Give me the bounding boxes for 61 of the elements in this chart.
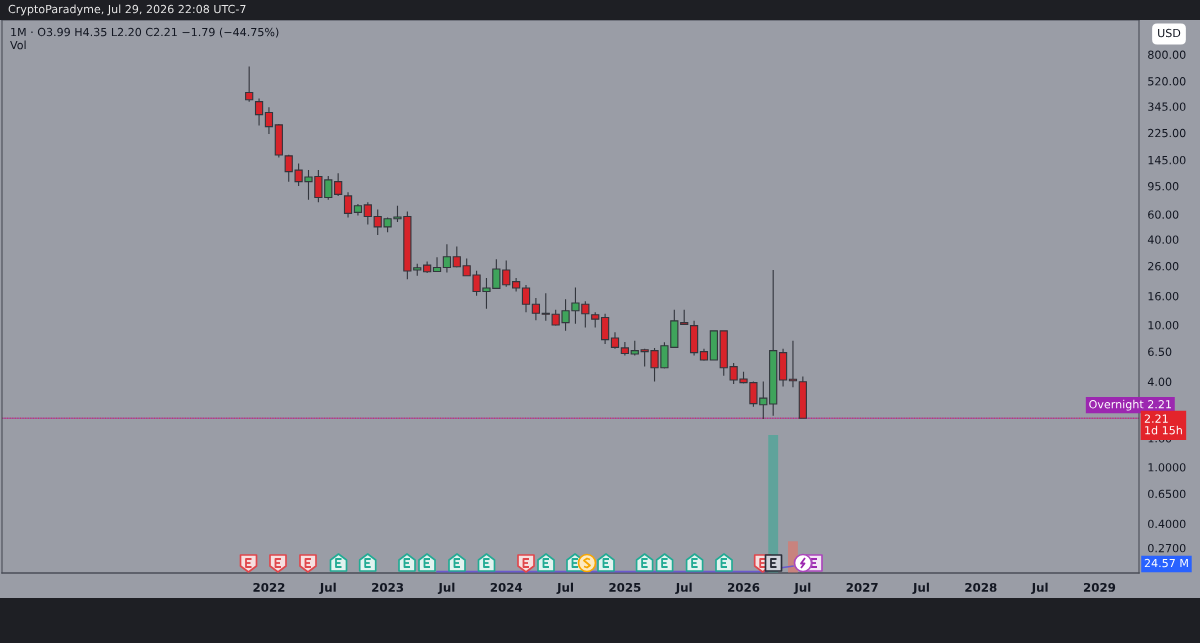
candlestick <box>423 260 432 274</box>
y-tick-label: 800.00 <box>1148 50 1186 59</box>
x-tick-label: Jul <box>912 582 929 595</box>
candlestick <box>600 313 610 345</box>
chart-title: Vol <box>10 40 26 50</box>
y-tick-label: 1.0000 <box>1148 463 1186 472</box>
candlestick <box>343 191 353 219</box>
candlestick <box>778 348 788 387</box>
y-tick-label: 26.00 <box>1148 262 1179 271</box>
x-tick-label: 2029 <box>1083 582 1116 592</box>
x-tick-label: Jul <box>437 582 455 595</box>
x-tick-label: 2024 <box>490 582 523 592</box>
y-tick-label: 0.6500 <box>1148 489 1186 499</box>
candlestick <box>699 348 709 362</box>
y-tick-label: 225.00 <box>1148 128 1186 138</box>
ref-line-label: Overnight 2.21 <box>1089 399 1171 411</box>
y-tick-label: 60.00 <box>1148 210 1179 219</box>
candlestick <box>788 340 798 388</box>
candlestick <box>689 320 699 357</box>
y-tick-label: 0.2700 <box>1148 543 1186 553</box>
x-tick-label: 2027 <box>846 582 878 592</box>
x-tick-label: 2026 <box>728 582 760 592</box>
candlestick <box>512 277 521 293</box>
x-tick-label: Jul <box>675 582 692 595</box>
y-tick-label: 4.00 <box>1147 377 1172 386</box>
y-axis-title: USD <box>1158 28 1181 38</box>
y-tick-label: 95.00 <box>1148 182 1179 191</box>
y-tick-label: 10.00 <box>1148 321 1179 330</box>
x-tick-label: 2023 <box>372 582 404 592</box>
candlestick <box>709 329 718 361</box>
candlestick <box>442 243 452 274</box>
x-tick-label: 2022 <box>253 582 285 592</box>
candlestick <box>334 172 343 197</box>
y-tick-label: 16.00 <box>1148 291 1179 301</box>
candlestick <box>610 331 620 350</box>
candlestick <box>531 297 541 321</box>
candlestick <box>254 97 264 127</box>
text: 1M · O3.99 H4.35 L2.20 C2.21 −1.79 (−44.75%) <box>11 27 279 38</box>
y-tick-label: 145.00 <box>1148 155 1186 165</box>
y-tick-label: 40.00 <box>1147 235 1179 244</box>
candlestick <box>353 203 363 217</box>
candlestick <box>274 123 283 159</box>
x-tick-label: 2025 <box>609 582 641 592</box>
ref-line-label: 2.21 1d 15h <box>1144 414 1182 435</box>
candlestick <box>591 311 600 329</box>
candlestick <box>620 341 629 357</box>
text: 24.57 M <box>1144 558 1188 568</box>
candlestick <box>521 284 531 313</box>
x-tick-label: Jul <box>1031 582 1048 595</box>
x-tick-label: Jul <box>319 582 336 595</box>
y-tick-label: 0.4000 <box>1148 519 1186 529</box>
y-tick-label: 520.00 <box>1148 77 1186 86</box>
x-tick-label: Jul <box>556 582 573 595</box>
x-tick-label: 2028 <box>965 582 997 592</box>
y-tick-label: 6.50 <box>1148 347 1172 356</box>
candlestick <box>264 106 274 135</box>
candlestick <box>245 65 254 103</box>
text: CryptoParadyme, Jul 29, 2026 22:08 UTC-7 <box>8 4 246 16</box>
candlestick <box>432 256 442 273</box>
x-tick-label: Jul <box>793 582 811 595</box>
y-tick-label: 345.00 <box>1148 102 1186 111</box>
